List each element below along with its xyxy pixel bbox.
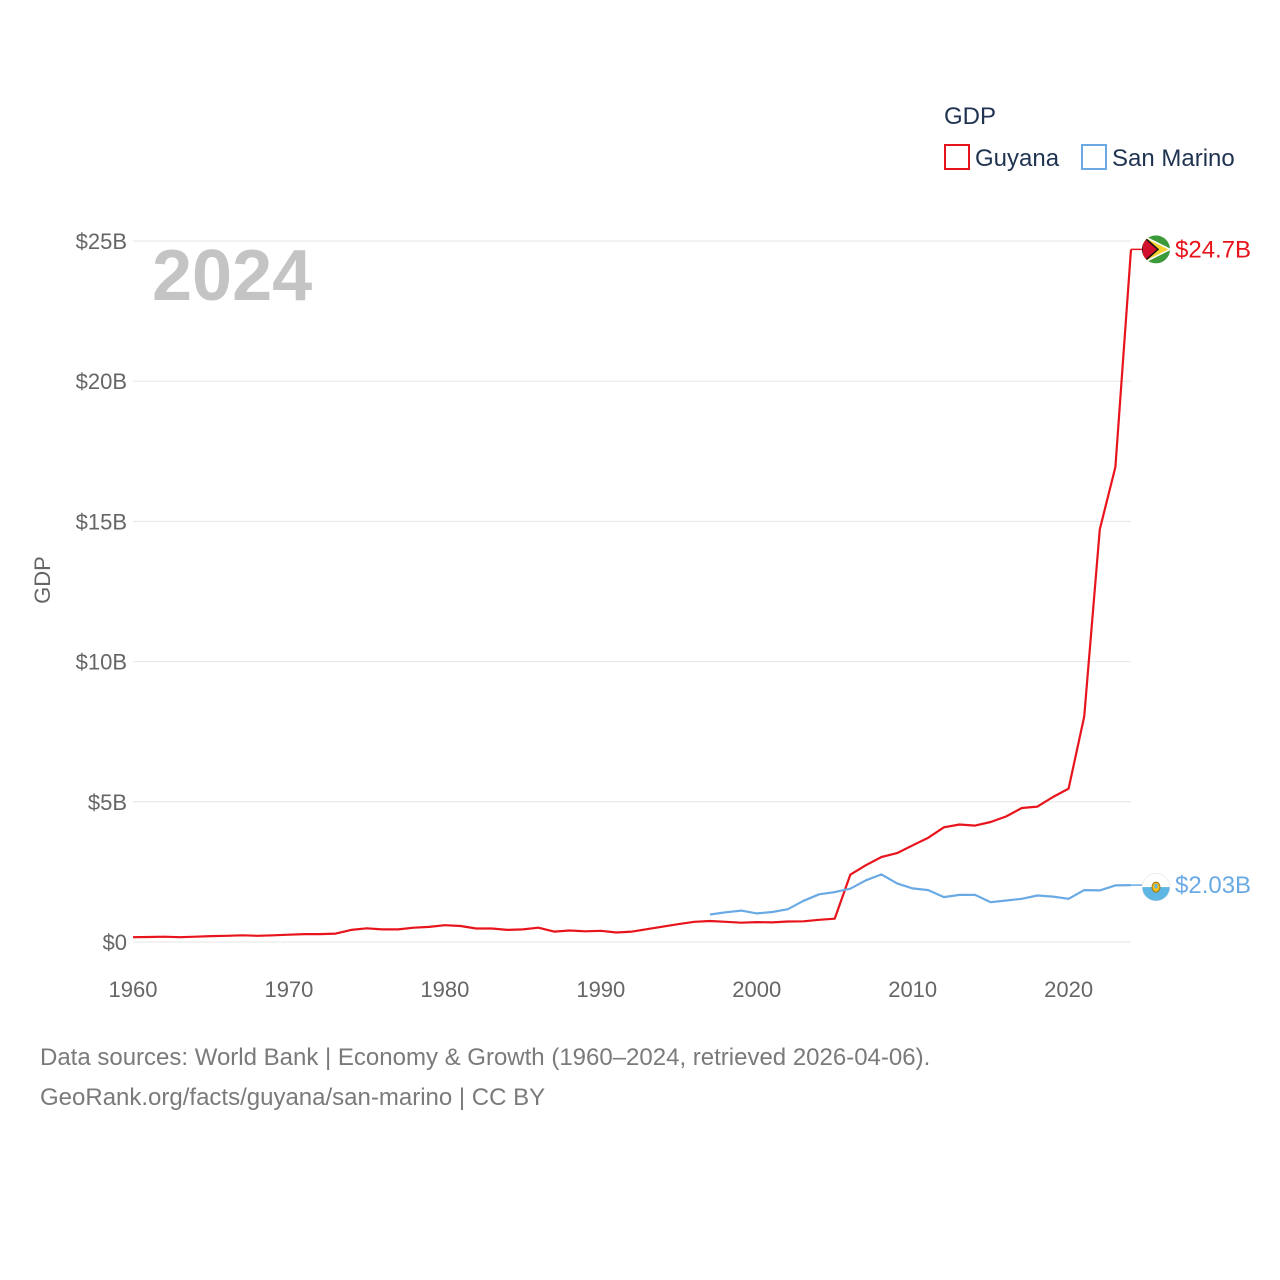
x-tick-label: 2010 [888,977,937,1002]
y-tick-label: $10B [76,650,127,675]
legend-swatch-guyana [944,144,970,170]
series-line-san-marino [709,873,1132,916]
y-tick-label: $0 [103,930,127,955]
legend-label-san-marino: San Marino [1112,145,1235,172]
x-tick-label: 2020 [1044,977,1093,1002]
end-value-labels: $24.7B $2.03B [1175,236,1251,899]
end-label-guyana: $24.7B [1175,236,1251,263]
series-lines [132,248,1150,939]
x-tick-label: 2000 [732,977,781,1002]
x-tick-label: 1970 [264,977,313,1002]
gridlines [133,240,1131,943]
x-axis-ticks: 1960 1970 1980 1990 2000 2010 2020 [109,977,1094,1002]
footer-attribution-line: GeoRank.org/facts/guyana/san-marino | CC… [40,1084,546,1111]
footer-source-line: Data sources: World Bank | Economy & Gro… [40,1044,931,1071]
y-axis-ticks: $0 $5B $10B $15B $20B $25B [76,229,127,955]
y-tick-label: $20B [76,369,127,394]
x-tick-label: 1990 [576,977,625,1002]
series-line-guyana [132,249,1133,939]
x-tick-label: 1960 [109,977,158,1002]
legend: GDP Guyana San Marino [944,103,1235,172]
san-marino-flag-icon [1142,873,1170,902]
y-tick-label: $15B [76,509,127,534]
legend-item-san-marino[interactable]: San Marino [1081,144,1235,172]
x-tick-label: 1980 [420,977,469,1002]
legend-item-guyana[interactable]: Guyana [944,144,1060,172]
y-tick-label: $5B [88,790,127,815]
guyana-flag-icon [1142,235,1170,264]
year-label: 2024 [152,236,312,316]
legend-swatch-san-marino [1081,144,1107,170]
y-tick-label: $25B [76,229,127,254]
legend-title: GDP [944,103,996,130]
legend-label-guyana: Guyana [975,145,1060,172]
y-axis-label: GDP [30,556,55,604]
end-label-san-marino: $2.03B [1175,872,1251,899]
